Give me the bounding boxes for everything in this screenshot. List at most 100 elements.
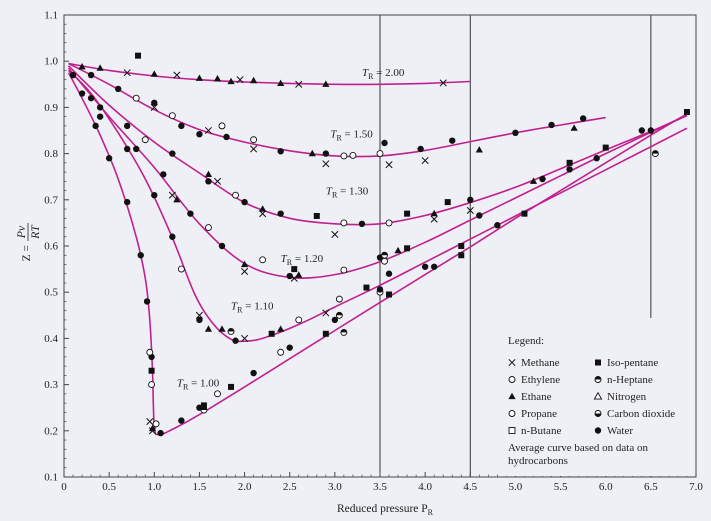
data-point xyxy=(421,156,429,165)
data-point xyxy=(512,129,519,137)
data-point xyxy=(638,127,646,134)
data-point xyxy=(683,109,690,116)
data-point xyxy=(173,196,181,203)
legend-label: Methane xyxy=(521,357,560,369)
data-point xyxy=(148,367,155,374)
y-tick-label: 0.5 xyxy=(44,287,58,299)
data-point xyxy=(173,71,181,79)
data-point xyxy=(349,151,357,159)
data-point xyxy=(178,122,185,130)
y-tick-label: 0.2 xyxy=(44,425,58,437)
data-point xyxy=(240,260,249,268)
data-point xyxy=(394,246,402,254)
data-point xyxy=(227,77,235,85)
marker-fill xyxy=(200,407,207,411)
y-tick-label: 0.8 xyxy=(44,148,58,160)
data-point xyxy=(213,74,222,82)
data-point xyxy=(204,126,213,135)
data-point xyxy=(494,222,501,229)
data-point xyxy=(228,383,235,390)
data-point xyxy=(124,145,131,153)
data-point xyxy=(449,137,456,144)
curve-tr-1.20 xyxy=(67,67,688,279)
legend-marker-carbon-dioxide xyxy=(594,410,602,417)
legend-label: Water xyxy=(607,425,633,437)
data-point xyxy=(205,178,212,185)
x-tick-label: 6.0 xyxy=(599,481,613,493)
data-point xyxy=(340,266,348,274)
data-point xyxy=(218,242,226,250)
data-point xyxy=(218,122,226,130)
data-point xyxy=(213,177,222,185)
data-point xyxy=(579,115,587,122)
data-point xyxy=(259,256,267,264)
x-tick-label: 2.5 xyxy=(283,481,297,493)
legend-label: Ethylene xyxy=(521,374,560,386)
axes: 0 0.5 1.0 1.5 2.0 2.5 3.0 3.5 4.0 4.5 5.0 5.5 6.0 6.5… xyxy=(44,10,703,494)
data-point xyxy=(87,94,95,102)
tr-label-1.50: TR = 1.50 xyxy=(330,128,373,142)
tr-label-2.00: TR = 2.00 xyxy=(362,67,405,81)
legend-note-line2: hydrocarbons xyxy=(508,455,568,467)
marker-fill xyxy=(381,252,388,256)
data-point xyxy=(466,206,474,214)
data-point xyxy=(114,85,122,93)
data-point xyxy=(178,417,185,424)
data-point xyxy=(250,145,258,153)
data-point xyxy=(250,369,257,377)
data-point xyxy=(322,160,330,168)
data-point xyxy=(96,113,104,120)
data-point xyxy=(146,418,154,426)
data-point xyxy=(241,267,249,275)
data-point xyxy=(135,52,142,59)
legend-marker-n-heptane xyxy=(594,376,602,383)
legend-label: n-Butane xyxy=(521,425,561,437)
marker-fill xyxy=(595,376,601,380)
data-point xyxy=(381,139,388,147)
legend-box xyxy=(500,318,690,476)
data-point xyxy=(250,76,258,84)
data-point xyxy=(259,210,267,218)
data-point xyxy=(340,328,348,336)
data-point xyxy=(417,145,424,153)
data-point xyxy=(313,212,320,219)
data-point xyxy=(204,325,213,332)
svg-text:Pv: Pv xyxy=(16,225,28,239)
data-point xyxy=(227,328,235,335)
data-point xyxy=(358,220,366,228)
data-point xyxy=(277,148,284,155)
data-point xyxy=(421,263,429,270)
data-point xyxy=(177,265,185,273)
data-point xyxy=(195,311,203,319)
data-point xyxy=(277,348,285,356)
legend-marker-water xyxy=(594,427,602,434)
data-point xyxy=(539,175,546,183)
data-point xyxy=(335,295,343,303)
data-point xyxy=(96,104,104,111)
data-point xyxy=(143,298,151,305)
y-axis-title: Z = Pv RT xyxy=(16,223,42,261)
legend-marker-n-butane xyxy=(508,427,516,434)
data-point xyxy=(87,71,95,79)
data-point xyxy=(123,69,131,77)
y-tick-label: 0.7 xyxy=(44,194,58,206)
data-point xyxy=(385,219,393,227)
data-point xyxy=(241,198,248,206)
data-point xyxy=(146,348,154,356)
legend-title: Legend: xyxy=(508,335,544,347)
legend: Legend: Methane Iso-pentane Ethylene n-Hept… xyxy=(500,318,690,476)
data-point xyxy=(444,199,451,206)
x-tick-label: 3.5 xyxy=(373,481,387,493)
data-point xyxy=(187,210,194,217)
data-point xyxy=(286,272,293,280)
legend-marker-ethane xyxy=(508,392,516,400)
curve-tr-1.00 xyxy=(67,72,688,436)
data-point xyxy=(200,406,208,414)
legend-label: Iso-pentane xyxy=(607,357,658,369)
tr-label-1.30: TR = 1.30 xyxy=(326,185,369,199)
legend-marker-ethylene xyxy=(508,376,516,383)
data-point xyxy=(570,124,578,131)
data-point xyxy=(291,266,298,273)
x-tick-label: 1.5 xyxy=(193,481,207,493)
data-point xyxy=(385,270,393,277)
